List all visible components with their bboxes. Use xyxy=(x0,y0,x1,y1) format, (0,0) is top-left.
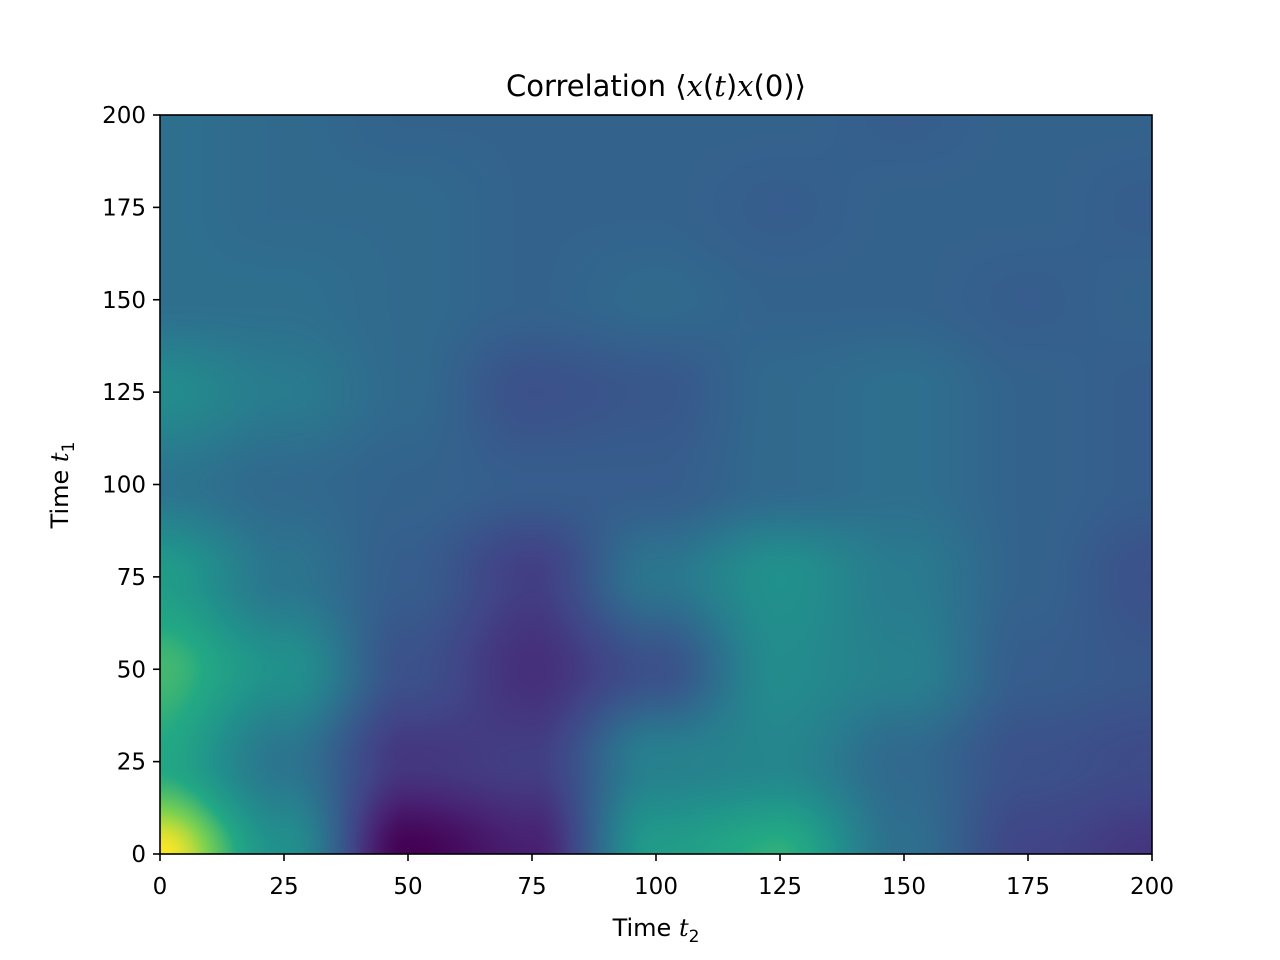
y-tick-label: 150 xyxy=(102,288,146,314)
x-axis-label: Time t2 xyxy=(612,914,700,947)
title-close-paren: ) xyxy=(726,69,737,103)
x-axis-label-var: t xyxy=(679,914,689,942)
x-axis-label-sub: 2 xyxy=(689,927,700,947)
x-tick-label: 200 xyxy=(1130,874,1174,900)
x-tick-label: 75 xyxy=(517,874,546,900)
y-tick-label: 50 xyxy=(117,657,146,683)
x-tick-label: 150 xyxy=(882,874,926,900)
chart-title: Correlation ⟨x(t)x(0)⟩ xyxy=(506,69,806,103)
y-axis-label-var: t xyxy=(46,452,74,462)
title-prefix: Correlation ⟨ xyxy=(506,69,686,103)
y-axis-label-sub: 1 xyxy=(59,442,79,453)
heatmap-area xyxy=(160,115,1152,854)
y-tick-label: 100 xyxy=(102,473,146,499)
x-tick-label: 50 xyxy=(393,874,422,900)
y-tick-label: 125 xyxy=(102,380,146,406)
x-axis-ticks: 0 25 50 75 100 125 150 175 200 xyxy=(153,854,1174,900)
y-axis-label-text: Time xyxy=(46,462,74,529)
x-tick-label: 100 xyxy=(634,874,678,900)
title-open-paren: ( xyxy=(703,69,714,103)
x-tick-label: 25 xyxy=(269,874,298,900)
y-axis-ticks: 0 25 50 75 100 125 150 175 200 xyxy=(102,103,160,868)
x-axis-label-text: Time xyxy=(612,914,679,942)
title-arg-2: (0) xyxy=(754,69,795,103)
y-tick-label: 75 xyxy=(117,565,146,591)
y-tick-label: 25 xyxy=(117,750,146,776)
y-axis-label: Time t1 xyxy=(46,442,79,530)
title-arg-1: t xyxy=(714,69,726,103)
title-var-1: x xyxy=(687,69,703,103)
y-tick-label: 200 xyxy=(102,103,146,129)
x-tick-label: 0 xyxy=(153,874,168,900)
heatmap-image xyxy=(160,115,1152,854)
title-suffix: ⟩ xyxy=(795,69,806,103)
x-tick-label: 125 xyxy=(758,874,802,900)
title-var-2: x xyxy=(737,69,753,103)
x-tick-label: 175 xyxy=(1006,874,1050,900)
y-tick-label: 175 xyxy=(102,195,146,221)
y-tick-label: 0 xyxy=(131,842,146,868)
